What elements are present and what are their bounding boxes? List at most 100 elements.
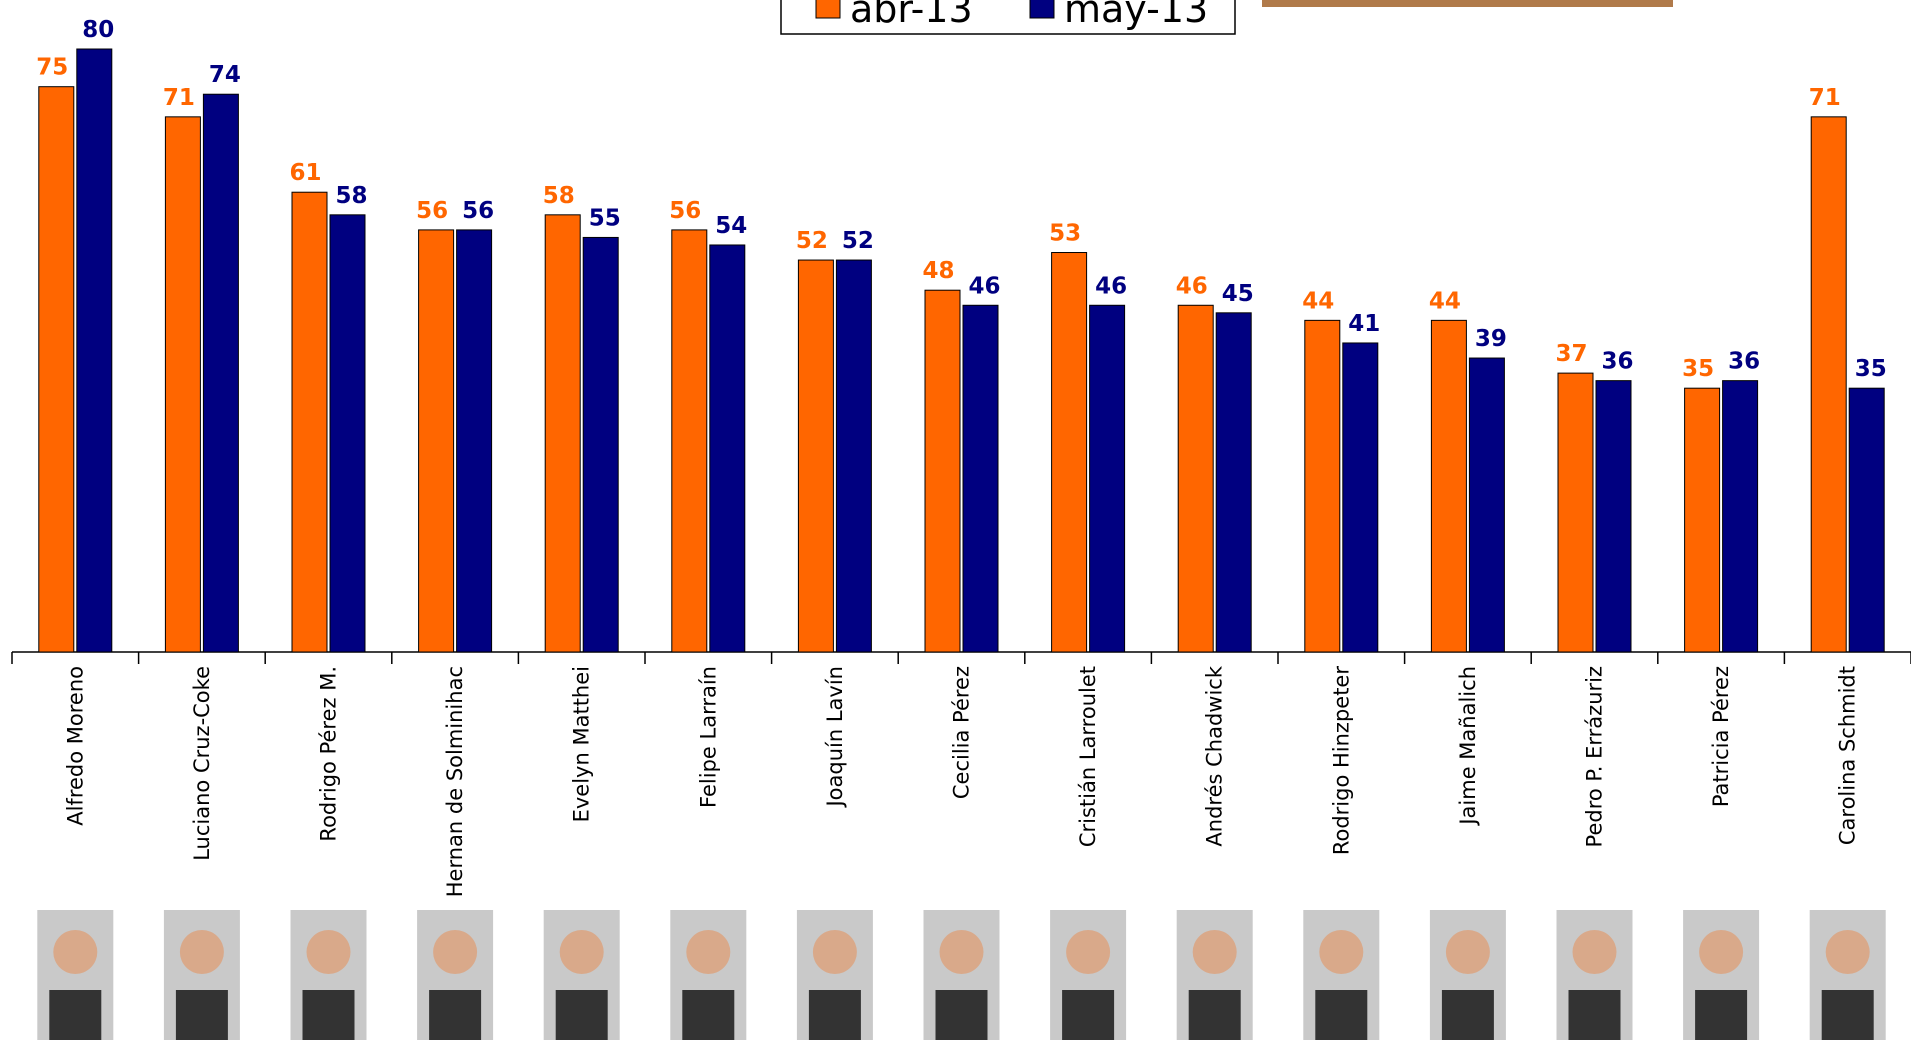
portrait-figure <box>1568 990 1621 1040</box>
portrait-figure <box>49 990 102 1040</box>
value-label: 35 <box>1682 356 1714 382</box>
x-tick-label: Carolina Schmidt <box>1836 666 1860 845</box>
portrait-figure <box>808 990 861 1040</box>
bar <box>38 86 75 653</box>
bar <box>1089 304 1126 653</box>
bar <box>671 229 708 653</box>
x-tick-label: Luciano Cruz-Coke <box>190 666 214 861</box>
bar <box>1304 319 1341 653</box>
legend-box <box>780 0 1236 35</box>
portrait-face <box>1445 930 1490 974</box>
legend-swatch <box>1029 0 1055 19</box>
portrait-face <box>939 930 984 974</box>
portrait-face <box>1319 930 1364 974</box>
legend-swatch <box>815 0 841 19</box>
portrait-figure <box>302 990 355 1040</box>
value-label: 52 <box>842 228 874 254</box>
value-label: 45 <box>1222 281 1254 307</box>
x-tick-label: Hernan de Solminihac <box>443 666 467 897</box>
portrait-figure <box>429 990 482 1040</box>
value-label: 54 <box>715 213 747 239</box>
value-label: 71 <box>1809 85 1841 111</box>
bar <box>962 304 999 653</box>
x-tick-label: Pedro P. Errázuriz <box>1583 666 1607 847</box>
portrait-figure <box>1441 990 1494 1040</box>
portrait-face <box>1192 930 1237 974</box>
value-label: 55 <box>589 205 621 231</box>
value-label: 53 <box>1049 221 1081 247</box>
x-tick-label: Andrés Chadwick <box>1203 665 1227 846</box>
x-tick-label: Evelyn Matthei <box>570 666 594 822</box>
value-label: 52 <box>796 228 828 254</box>
bar <box>1848 387 1885 653</box>
value-label: 58 <box>543 183 575 209</box>
value-label: 36 <box>1728 349 1760 375</box>
value-label: 37 <box>1555 341 1587 367</box>
portrait-figure <box>555 990 608 1040</box>
value-label: 71 <box>163 85 195 111</box>
photos <box>37 910 1886 1040</box>
bar <box>76 48 113 653</box>
value-label: 46 <box>1176 273 1208 299</box>
portrait-figure <box>1188 990 1241 1040</box>
bar <box>456 229 493 653</box>
portrait-face <box>559 930 604 974</box>
bar <box>1215 312 1252 653</box>
portrait-figure <box>682 990 735 1040</box>
portrait-figure <box>175 990 228 1040</box>
portrait-face <box>179 930 224 974</box>
x-tick-label: Alfredo Moreno <box>63 666 87 826</box>
portrait-face <box>1572 930 1617 974</box>
portrait-face <box>1699 930 1744 974</box>
x-tick-label: Cecilia Pérez <box>950 666 974 799</box>
value-label: 74 <box>209 62 241 88</box>
bar <box>1557 372 1594 653</box>
value-label: 46 <box>1095 273 1127 299</box>
bar <box>582 236 619 653</box>
portrait-face <box>1825 930 1870 974</box>
bar <box>797 259 834 653</box>
portrait-face <box>433 930 478 974</box>
bar <box>1468 357 1505 653</box>
value-label: 44 <box>1429 288 1461 314</box>
portrait-face <box>1066 930 1111 974</box>
portrait-figure <box>1315 990 1368 1040</box>
bar <box>1051 252 1088 653</box>
portrait-face <box>686 930 731 974</box>
value-label: 56 <box>462 198 494 224</box>
bar <box>1342 342 1379 653</box>
legend-label: may-13 <box>1064 0 1208 31</box>
value-label: 36 <box>1601 349 1633 375</box>
bar <box>164 116 201 653</box>
value-label: 41 <box>1348 311 1380 337</box>
value-label: 80 <box>82 17 114 43</box>
bar <box>418 229 455 653</box>
portrait-figure <box>935 990 988 1040</box>
bar <box>835 259 872 653</box>
x-tick-label: Rodrigo Hinzpeter <box>1329 666 1353 856</box>
bar <box>1595 380 1632 653</box>
bar <box>1177 304 1214 653</box>
value-label: 75 <box>36 55 68 81</box>
value-label: 48 <box>922 258 954 284</box>
bar <box>709 244 746 653</box>
value-label: 39 <box>1475 326 1507 352</box>
x-tick-label: Jaime Mañalich <box>1456 666 1480 827</box>
bar <box>1430 319 1467 653</box>
value-label: 56 <box>669 198 701 224</box>
bar <box>544 214 581 653</box>
photo-strip <box>1262 0 1673 7</box>
bar <box>924 289 961 653</box>
bar <box>329 214 366 653</box>
portrait-figure <box>1695 990 1748 1040</box>
bar <box>1684 387 1721 653</box>
value-label: 58 <box>335 183 367 209</box>
bar <box>1722 380 1759 653</box>
bar <box>1810 116 1847 653</box>
value-label: 44 <box>1302 288 1334 314</box>
value-label: 61 <box>289 160 321 186</box>
portrait-figure <box>1821 990 1874 1040</box>
portrait-face <box>53 930 98 974</box>
portrait-face <box>812 930 857 974</box>
